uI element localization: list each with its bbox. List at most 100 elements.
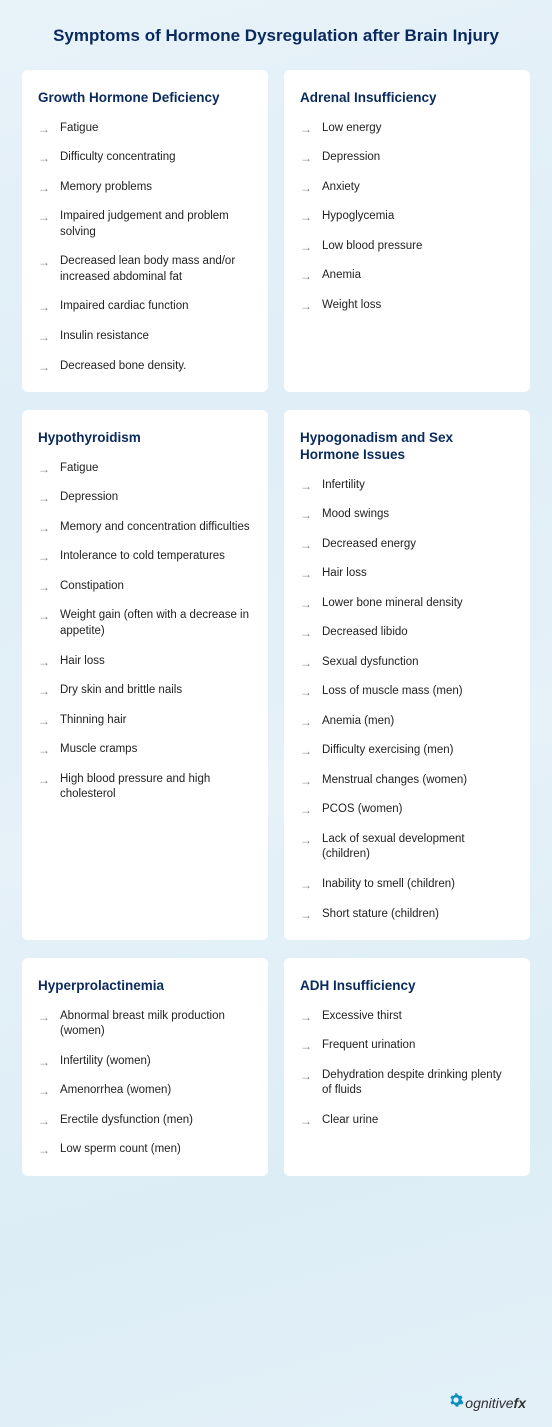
page-title: Symptoms of Hormone Dysregulation after … (22, 26, 530, 46)
symptom-item: → Hair loss (38, 654, 252, 670)
arrow-icon: → (300, 803, 312, 817)
symptom-item: →Muscle cramps (38, 742, 252, 758)
symptom-list: →Abnormal breast milk production (women)… (38, 1009, 252, 1158)
symptom-list: →Low energy→Depression→Anxiety→Hypoglyce… (300, 121, 514, 314)
arrow-icon: → (38, 550, 50, 564)
arrow-icon: → (38, 300, 50, 314)
arrow-icon: → (38, 462, 50, 476)
symptom-list: →Excessive thirst→Frequent urination→Deh… (300, 1009, 514, 1129)
symptom-item: →Constipation (38, 579, 252, 595)
footer-logo: ognitive fx (448, 1392, 526, 1413)
symptom-item: →Abnormal breast milk production (women) (38, 1009, 252, 1040)
symptom-item: →Sexual dysfunction (300, 655, 514, 671)
symptom-text: Depression (322, 150, 380, 166)
symptom-text: Anxiety (322, 180, 360, 196)
symptom-item: →Low blood pressure (300, 239, 514, 255)
symptom-text: Infertility (322, 478, 365, 494)
symptom-item: → Menstrual changes (women) (300, 773, 514, 789)
arrow-icon: → (300, 1069, 312, 1083)
symptom-text: Difficulty exercising (men) (322, 743, 453, 759)
arrow-icon: → (300, 538, 312, 552)
arrow-icon: → (300, 508, 312, 522)
symptom-text: Infertility (women) (60, 1054, 151, 1070)
symptom-item: →Short stature (children) (300, 907, 514, 923)
card-title: Hypothyroidism (38, 430, 252, 447)
symptom-item: → Excessive thirst (300, 1009, 514, 1025)
symptom-item: →Amenorrhea (women) (38, 1083, 252, 1099)
arrow-icon: → (300, 908, 312, 922)
symptom-text: Lack of sexual development (children) (322, 832, 514, 863)
arrow-icon: → (300, 299, 312, 313)
arrow-icon: → (38, 1114, 50, 1128)
arrow-icon: → (38, 773, 50, 787)
arrow-icon: → (300, 833, 312, 847)
symptom-text: Abnormal breast milk production (women) (60, 1009, 252, 1040)
symptom-item: → Fatigue (38, 121, 252, 137)
arrow-icon: → (300, 1114, 312, 1128)
arrow-icon: → (300, 878, 312, 892)
arrow-icon: → (38, 684, 50, 698)
symptom-text: Fatigue (60, 121, 98, 137)
symptom-text: Fatigue (60, 461, 98, 477)
cards-grid: Growth Hormone Deficiency→Fatigue→Diffic… (22, 70, 530, 1176)
symptom-text: Decreased lean body mass and/or increase… (60, 254, 252, 285)
symptom-text: Hair loss (60, 654, 105, 670)
symptom-text: Thinning hair (60, 713, 126, 729)
symptom-list: →Fatigue→Depression→Memory and concentra… (38, 461, 252, 803)
symptom-text: Excessive thirst (322, 1009, 402, 1025)
arrow-icon: → (38, 330, 50, 344)
symptom-text: Lower bone mineral density (322, 596, 463, 612)
arrow-icon: → (300, 685, 312, 699)
arrow-icon: → (300, 151, 312, 165)
symptom-list: → Infertility → Mood swings →Decreased energ… (300, 478, 514, 922)
arrow-icon: → (300, 567, 312, 581)
symptom-card: ADH Insufficiency→Excessive thirst→Frequ… (284, 958, 530, 1176)
symptom-text: Memory and concentration difficulties (60, 520, 250, 536)
arrow-icon: → (38, 714, 50, 728)
symptom-item: →Anemia (300, 268, 514, 284)
arrow-icon: → (38, 580, 50, 594)
symptom-text: Low sperm count (men) (60, 1142, 181, 1158)
symptom-item: →Impaired cardiac function (38, 299, 252, 315)
symptom-item: →Inability to smell (children) (300, 877, 514, 893)
symptom-item: →Impaired judgement and problem solving (38, 209, 252, 240)
symptom-text: Intolerance to cold temperatures (60, 549, 225, 565)
arrow-icon: → (300, 774, 312, 788)
symptom-card: Hyperprolactinemia→Abnormal breast milk … (22, 958, 268, 1176)
symptom-text: Dehydration despite drinking plenty of f… (322, 1068, 514, 1099)
arrow-icon: → (38, 1143, 50, 1157)
symptom-item: →Difficulty exercising (men) (300, 743, 514, 759)
symptom-item: →Decreased energy (300, 537, 514, 553)
symptom-item: →Decreased lean body mass and/or increas… (38, 254, 252, 285)
arrow-icon: → (38, 1055, 50, 1069)
symptom-item: →Insulin resistance (38, 329, 252, 345)
symptom-item: →Low energy (300, 121, 514, 137)
symptom-item: →Weight gain (often with a decrease in a… (38, 608, 252, 639)
card-title: Adrenal Insufficiency (300, 90, 514, 107)
symptom-item: →Difficulty concentrating (38, 150, 252, 166)
symptom-item: →Weight loss (300, 298, 514, 314)
symptom-text: Hair loss (322, 566, 367, 582)
symptom-item: → Depression (300, 150, 514, 166)
symptom-text: Low energy (322, 121, 381, 137)
symptom-text: Menstrual changes (women) (322, 773, 467, 789)
symptom-text: Impaired judgement and problem solving (60, 209, 252, 240)
symptom-card: Adrenal Insufficiency→Low energy→Depress… (284, 70, 530, 392)
symptom-item: → Lack of sexual development (children) (300, 832, 514, 863)
symptom-text: Mood swings (322, 507, 389, 523)
arrow-icon: → (300, 479, 312, 493)
symptom-item: →Decreased libido (300, 625, 514, 641)
arrow-icon: → (38, 743, 50, 757)
arrow-icon: → (300, 1010, 312, 1024)
arrow-icon: → (300, 210, 312, 224)
symptom-text: Loss of muscle mass (men) (322, 684, 463, 700)
symptom-item: → Intolerance to cold temperatures (38, 549, 252, 565)
gear-icon (448, 1392, 464, 1413)
arrow-icon: → (38, 655, 50, 669)
symptom-item: →Anxiety (300, 180, 514, 196)
symptom-item: → Loss of muscle mass (men) (300, 684, 514, 700)
arrow-icon: → (38, 122, 50, 136)
symptom-text: Decreased libido (322, 625, 408, 641)
symptom-item: →Dry skin and brittle nails (38, 683, 252, 699)
symptom-text: PCOS (women) (322, 802, 403, 818)
